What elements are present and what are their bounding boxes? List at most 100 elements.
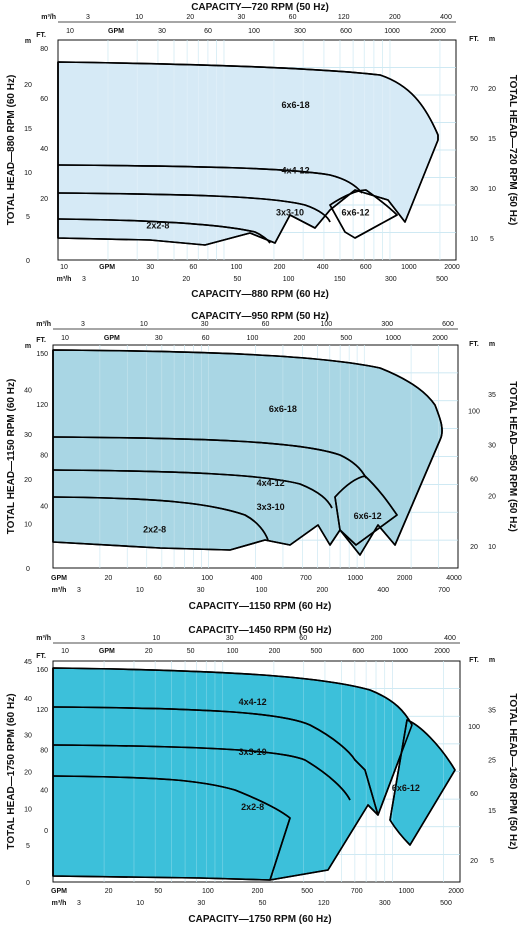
chart-panel: 4x4-12 3x3-10 6x6-12 2x2-8 CAPACITY—1450 RPM… [6,625,518,925]
top-m3h-tick: 3 [81,635,85,642]
top-m3h-tick: 400 [440,14,452,21]
top-axis-title: CAPACITY—720 RPM (50 Hz) [191,2,329,13]
top-gpm-tick: 30 [158,28,166,35]
bottom-m3h-tick: 150 [334,276,346,283]
bottom-m3h-unit: m³/h [57,276,72,283]
pump-outline [57,164,363,194]
right-ft-tick: 60 [470,791,478,798]
bottom-gpm-tick: 100 [202,888,214,895]
top-gpm-tick: 60 [202,335,210,342]
top-gpm-tick: 2000 [432,335,448,342]
pump-label: 4x4-12 [257,478,285,488]
bottom-m3h-tick: 50 [259,900,267,907]
bottom-m3h-tick: 400 [377,587,389,594]
right-m-tick: m [489,36,495,43]
bottom-gpm-tick: 20 [105,888,113,895]
left-ft-tick: 80 [40,453,48,460]
top-m3h-tick: 60 [289,14,297,21]
top-gpm-tick: 600 [340,28,352,35]
bottom-gpm-tick: 50 [154,888,162,895]
right-m-tick: 5 [490,236,494,243]
left-ft-unit: FT. [36,653,46,660]
top-m3h-tick: 120 [338,14,350,21]
top-gpm-tick: 10 [61,335,69,342]
top-gpm-tick: 600 [352,648,364,655]
right-ft-tick: 30 [470,186,478,193]
bottom-m3h-tick: 300 [385,276,397,283]
top-m3h-tick: 200 [371,635,383,642]
left-m-tick: 5 [26,214,30,221]
bottom-m3h-tick: 200 [316,587,328,594]
right-ft-tick: 10 [470,236,478,243]
top-gpm-tick: 20 [145,648,153,655]
bottom-gpm-tick: 20 [104,575,112,582]
right-ft-tick: 100 [468,409,480,416]
left-axis-title: TOTAL HEAD—1750 RPM (60 Hz) [6,693,17,849]
right-axis-title: TOTAL HEAD—720 RPM (50 Hz) [507,75,518,226]
left-ft-tick: 120 [36,707,48,714]
bottom-m3h-tick: 100 [256,587,268,594]
right-ft-tick: 70 [470,86,478,93]
top-m3h-tick: 30 [201,321,209,328]
bottom-m3h-tick: 700 [438,587,450,594]
bottom-gpm-tick: 400 [251,575,263,582]
bottom-m3h-tick: 3 [77,900,81,907]
left-ft-tick: 20 [40,196,48,203]
top-gpm-tick: 2000 [430,28,446,35]
left-m-tick: 15 [24,126,32,133]
pump-label: 3x3-10 [276,207,304,217]
bottom-gpm-tick: 700 [351,888,363,895]
left-m-tick: 10 [24,521,32,528]
chart-panel: 6x6-18 4x4-12 3x3-10 6x6-12 2x2-8 CAPACITY—95… [6,311,518,612]
left-ft-tick: 160 [36,667,48,674]
chart-panel: 6x6-18 4x4-12 3x3-10 6x6-12 2x2-8 CAPACITY—72… [6,2,518,300]
bottom-gpm-tick: 60 [154,575,162,582]
pump-outline [52,469,333,509]
bottom-axis-title: CAPACITY—1150 RPM (60 Hz) [189,601,332,612]
top-gpm-tick: 1000 [385,335,401,342]
left-m-tick: 30 [24,733,32,740]
left-m-tick: 20 [24,477,32,484]
bottom-m3h-tick: 100 [283,276,295,283]
left-m-tick: 5 [26,843,30,850]
bottom-gpm-tick: 30 [146,264,154,271]
right-m-tick: 20 [488,493,496,500]
left-m-tick: 10 [24,170,32,177]
bottom-axis-title: CAPACITY—880 RPM (60 Hz) [191,289,329,300]
bottom-gpm-tick: 200 [274,264,286,271]
bottom-gpm-tick: 100 [201,575,213,582]
pump-outline [334,475,398,546]
left-m-tick: 20 [24,770,32,777]
right-ft-tick: FT. [469,36,479,43]
bottom-gpm-tick: 400 [317,264,329,271]
bottom-m3h-tick: 3 [77,587,81,594]
pump-label: 4x4-12 [282,166,310,176]
pump-label: 3x3-10 [257,502,285,512]
right-ft-tick: 50 [470,136,478,143]
bottom-gpm-tick: 100 [231,264,243,271]
pump-outline [329,189,398,239]
left-ft-tick: 0 [44,828,48,835]
bottom-gpm-tick: 500 [301,888,313,895]
right-m-tick: m [489,657,495,664]
right-m-tick: 10 [488,186,496,193]
left-ft-tick: 120 [36,402,48,409]
top-m3h-unit: m³/h [36,635,51,642]
bottom-gpm-tick: 4000 [446,575,462,582]
pump-outline [52,349,443,556]
right-axis-title: TOTAL HEAD—950 RPM (50 Hz) [507,381,518,532]
right-ft-tick: 20 [470,544,478,551]
bottom-gpm-tick: 60 [189,264,197,271]
left-m-tick: 40 [24,696,32,703]
right-m-tick: 35 [488,392,496,399]
top-m3h-tick: 400 [444,635,456,642]
top-gpm-tick: 100 [227,648,239,655]
left-ft-unit: FT. [36,337,46,344]
pump-outline [52,436,367,479]
top-m3h-tick: 600 [442,321,454,328]
bottom-m3h-unit: m³/h [52,900,67,907]
bottom-gpm-tick: 1000 [401,264,417,271]
top-gpm-tick: 30 [155,335,163,342]
pump-outline [52,706,379,816]
